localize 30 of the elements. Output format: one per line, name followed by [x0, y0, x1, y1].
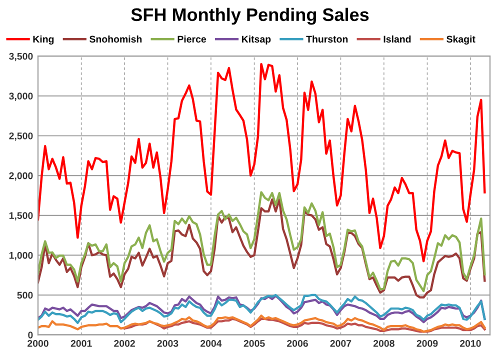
x-tick-label: 2006: [287, 340, 308, 347]
line-series: [38, 314, 486, 333]
legend-label: Skagit: [446, 35, 476, 45]
y-tick-label: 500: [17, 292, 33, 299]
legend-label: Thurston: [306, 35, 348, 43]
x-tick-label: 2001: [70, 340, 92, 347]
line-series: [123, 318, 486, 333]
legend-label: Pierce: [178, 35, 206, 43]
chart-title: SFH Monthly Pending Sales: [131, 8, 369, 25]
x-tick-label: 2007: [330, 340, 352, 347]
legend-label: Island: [384, 35, 411, 43]
x-tick-label: 2010: [460, 340, 481, 347]
y-tick-label: 1,000: [9, 252, 33, 260]
x-tick-label: 2005: [244, 340, 265, 347]
x-tick-label: 2003: [157, 340, 178, 347]
y-tick-label: 2,000: [9, 172, 33, 181]
x-tick-label: 2004: [200, 340, 222, 347]
y-tick-label: 1,500: [9, 212, 33, 220]
x-tick-label: 2002: [114, 340, 135, 347]
y-tick-label: 2,500: [9, 132, 33, 141]
y-tick-label: 3,000: [9, 92, 33, 101]
x-tick-label: 2000: [28, 340, 48, 347]
x-tick-label: 2009: [416, 340, 438, 347]
y-tick-label: 3,500: [9, 52, 33, 62]
legend-label: Snohomish: [90, 35, 142, 43]
y-tick-label: 0: [28, 332, 33, 338]
line-series: [38, 62, 486, 262]
legend-label: King: [33, 35, 54, 45]
x-tick-label: 2008: [373, 340, 394, 347]
legend-label: Kitsap: [242, 35, 271, 45]
